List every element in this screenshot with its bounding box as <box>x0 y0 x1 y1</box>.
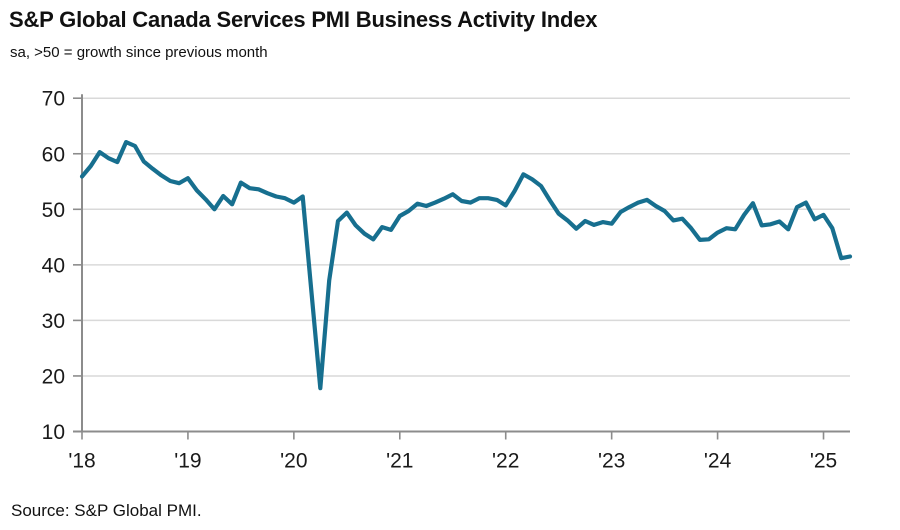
x-tick-label: '19 <box>174 450 201 473</box>
y-tick-label: 10 <box>42 421 65 444</box>
y-tick-label: 50 <box>42 199 65 222</box>
x-tick-label: '24 <box>704 450 732 473</box>
x-tick-label: '21 <box>386 450 413 473</box>
chart-title: S&P Global Canada Services PMI Business … <box>9 7 598 32</box>
y-tick-label: 20 <box>42 365 65 388</box>
x-tick-label: '22 <box>492 450 519 473</box>
pmi-series-line <box>79 140 853 391</box>
x-tick-label: '18 <box>68 450 95 473</box>
y-tick-label: 30 <box>42 310 65 333</box>
chart-subtitle: sa, >50 = growth since previous month <box>10 44 268 61</box>
x-tick-label: '20 <box>280 450 307 473</box>
x-tick-label: '23 <box>598 450 625 473</box>
x-tick-label: '25 <box>810 450 837 473</box>
y-tick-label: 40 <box>42 254 65 277</box>
source-note: Source: S&P Global PMI. <box>11 501 202 520</box>
y-tick-label: 60 <box>42 143 65 166</box>
y-tick-label: 70 <box>42 88 65 111</box>
